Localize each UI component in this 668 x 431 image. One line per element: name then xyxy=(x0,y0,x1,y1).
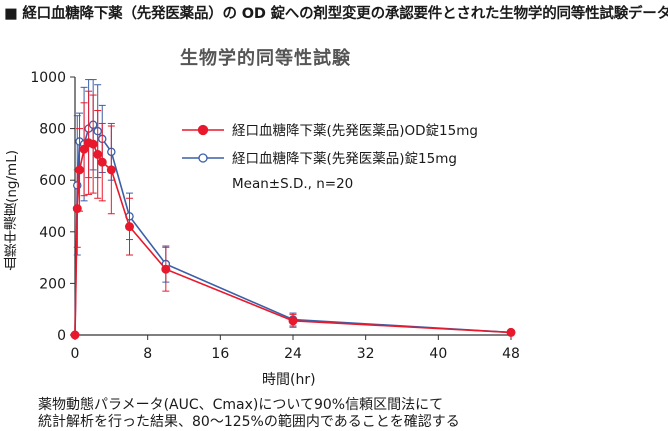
y-tick-label: 400 xyxy=(39,225,66,241)
data-point xyxy=(75,165,85,175)
x-tick-label: 16 xyxy=(211,346,229,362)
footnote: 薬物動態パラメータ(AUC、Cmax)について90%信頼区間法にて 統計解析を行… xyxy=(38,397,460,431)
y-tick-label: 0 xyxy=(57,328,66,344)
series-1 xyxy=(70,90,516,340)
footnote-line-2: 統計解析を行った結果、80〜125%の範囲内であることを確認する xyxy=(38,414,460,430)
data-point xyxy=(97,157,107,167)
x-tick-label: 24 xyxy=(284,346,302,362)
legend-marker xyxy=(197,124,209,136)
data-point xyxy=(79,144,89,154)
footnote-line-1: 薬物動態パラメータ(AUC、Cmax)について90%信頼区間法にて xyxy=(38,397,444,413)
data-point xyxy=(288,316,298,326)
x-tick-label: 32 xyxy=(357,346,375,362)
data-point xyxy=(72,204,82,214)
legend-marker xyxy=(198,153,208,163)
legend-label: 経口血糖降下薬(先発医薬品)錠15mg xyxy=(232,151,457,167)
series-2 xyxy=(70,79,516,340)
data-point xyxy=(88,139,98,149)
chart-legend: 経口血糖降下薬(先発医薬品)OD錠15mg 経口血糖降下薬(先発医薬品)錠15mg… xyxy=(182,123,478,192)
data-point xyxy=(106,165,116,175)
y-tick-label: 800 xyxy=(39,122,66,138)
x-tick-label: 8 xyxy=(143,346,152,362)
data-point xyxy=(125,222,134,232)
y-tick-label: 200 xyxy=(39,276,66,292)
x-tick-label: 0 xyxy=(71,346,80,362)
chart-axes: 0 200 400 600 800 1000 0 8 16 24 32 40 48 xyxy=(30,70,520,362)
chart-series xyxy=(70,79,516,340)
legend-label: 経口血糖降下薬(先発医薬品)OD錠15mg xyxy=(232,123,478,139)
data-point xyxy=(93,149,103,159)
page-heading: ■ 経口血糖降下薬（先発医薬品）の OD 錠への剤型変更の承認要件とされた生物学… xyxy=(4,6,668,22)
data-point xyxy=(161,264,171,274)
data-point xyxy=(70,330,80,340)
x-tick-label: 40 xyxy=(429,346,447,362)
legend-note: Mean±S.D., n=20 xyxy=(232,176,353,192)
y-tick-label: 600 xyxy=(39,173,66,189)
data-point xyxy=(506,327,516,337)
x-axis-label: 時間(hr) xyxy=(262,372,316,388)
series-line xyxy=(74,141,512,336)
x-tick-label: 48 xyxy=(502,346,520,362)
y-tick-label: 1000 xyxy=(30,70,66,86)
chart-title: 生物学的同等性試験 xyxy=(180,48,351,69)
